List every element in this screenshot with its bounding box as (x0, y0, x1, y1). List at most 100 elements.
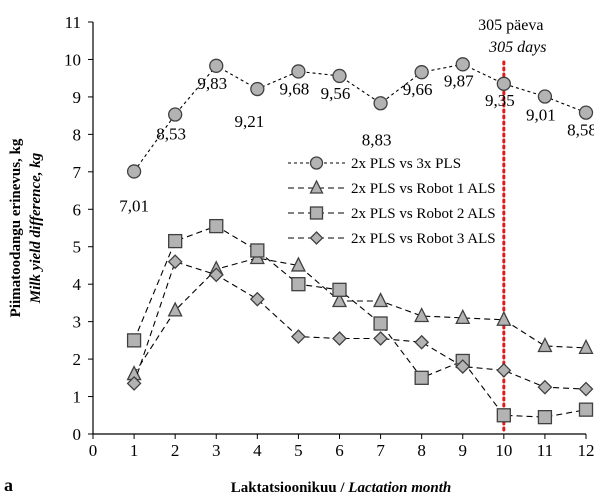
x-tick-label: 2 (171, 441, 180, 460)
y-axis-label: Piimatoodangu erinevus, kg (8, 138, 24, 317)
x-axis-label-main: Laktatsioonikuu / (231, 480, 349, 496)
data-point-diamond (414, 334, 430, 350)
series-3 (126, 218, 594, 425)
x-tick-label: 1 (130, 441, 139, 460)
x-axis-label-italic: Lactation month (347, 480, 451, 496)
data-label: 8,83 (362, 130, 392, 149)
legend-item-4: 2x PLS vs Robot 3 ALS (288, 231, 496, 247)
series-2 (126, 249, 594, 381)
legend-item-3: 2x PLS vs Robot 2 ALS (288, 206, 496, 222)
data-point-triangle (290, 256, 306, 272)
y-tick-label: 5 (73, 238, 82, 257)
annotation-305-days: 305 päeva 305 days (478, 17, 546, 436)
data-point-square (291, 277, 306, 292)
data-point-circle (373, 96, 388, 111)
data-point-diamond (332, 331, 347, 346)
legend-marker-square (309, 206, 324, 220)
data-label: 9,66 (403, 80, 433, 99)
x-tick-label: 11 (537, 441, 553, 460)
legend: 2x PLS vs 3x PLS 2x PLS vs Robot 1 ALS 2x … (288, 156, 496, 247)
y-tick-label: 8 (73, 125, 82, 144)
series-layer (126, 57, 594, 425)
series-4 (126, 254, 594, 397)
annotation-label: 305 päeva (478, 17, 543, 34)
data-point-square (332, 282, 347, 297)
legend-marker-circle (309, 156, 324, 170)
x-tick-label: 6 (335, 441, 344, 460)
series-line (133, 261, 587, 390)
data-point-diamond (126, 376, 142, 391)
data-point-square (168, 233, 183, 249)
x-tick-label: 12 (578, 441, 594, 460)
x-tick-label: 9 (459, 441, 468, 460)
data-label: 9,83 (197, 74, 227, 93)
data-point-triangle (578, 338, 594, 355)
x-tick-label: 7 (376, 441, 385, 460)
y-tick-label: 11 (65, 13, 81, 32)
data-point-square (414, 370, 429, 385)
data-label: 9,35 (485, 91, 515, 110)
series-line (133, 257, 587, 375)
data-point-diamond (455, 359, 471, 375)
data-point-square (126, 333, 142, 348)
data-point-diamond (496, 362, 512, 378)
annotation-label-italic: 305 days (488, 39, 546, 56)
data-point-square (537, 409, 553, 425)
data-label: 9,01 (526, 106, 556, 125)
data-point-circle (578, 105, 594, 120)
legend-marker-diamond (309, 231, 324, 245)
data-label: 8,58 (567, 121, 594, 140)
data-point-circle (414, 65, 429, 80)
x-tick-label: 0 (89, 441, 98, 460)
data-point-square (373, 316, 388, 331)
legend-label: 2x PLS vs Robot 2 ALS (351, 206, 496, 222)
data-point-square (209, 218, 224, 234)
data-point-diamond (167, 254, 183, 270)
data-point-diamond (249, 291, 265, 307)
data-point-triangle (414, 307, 430, 323)
y-tick-label: 4 (73, 275, 82, 294)
data-point-triangle (167, 301, 183, 317)
data-label: 9,21 (234, 112, 264, 131)
y-axis-label-italic: Milk yield difference, kg (28, 152, 44, 304)
y-tick-label: 3 (73, 313, 82, 332)
x-tick-label: 10 (495, 441, 512, 460)
x-tick-label: 8 (417, 441, 426, 460)
data-point-triangle (373, 292, 389, 308)
y-axis-label-italic-text: Milk yield difference, kg (28, 152, 44, 304)
data-label: 9,56 (321, 84, 351, 103)
data-labels: 7,01 8,53 9,83 9,21 9,68 9,56 8,83 9,66 9,87 9,35… (119, 71, 594, 215)
legend-label: 2x PLS vs 3x PLS (351, 156, 461, 172)
data-point-diamond (578, 381, 594, 397)
data-point-circle (332, 68, 347, 84)
y-tick-label: 9 (73, 88, 82, 107)
y-tick-label: 6 (73, 200, 82, 219)
data-point-circle (209, 58, 224, 73)
data-point-square (496, 408, 511, 423)
y-tick-label: 0 (73, 425, 82, 444)
data-point-circle (496, 76, 511, 91)
data-label: 9,87 (444, 71, 474, 90)
data-point-circle (455, 57, 470, 72)
data-point-diamond (537, 379, 553, 395)
data-point-circle (250, 81, 265, 97)
y-tick-label: 2 (73, 350, 82, 369)
data-point-circle (126, 164, 142, 179)
data-point-circle (537, 89, 553, 104)
y-axis-label-main: Piimatoodangu erinevus, kg (8, 138, 24, 317)
x-tick-label: 4 (253, 441, 262, 460)
series-line (133, 225, 587, 418)
data-point-diamond (290, 329, 306, 345)
data-point-diamond (208, 267, 224, 283)
x-tick-label: 3 (212, 441, 221, 460)
data-point-square (250, 243, 265, 258)
legend-label: 2x PLS vs Robot 1 ALS (351, 181, 496, 197)
data-point-triangle (455, 308, 471, 325)
y-tick-label: 7 (73, 163, 82, 182)
data-point-triangle (496, 310, 512, 326)
data-point-triangle (331, 292, 348, 308)
y-tick-label: 1 (73, 388, 82, 407)
x-tick-label: 5 (294, 441, 303, 460)
legend-item-2: 2x PLS vs Robot 1 ALS (288, 179, 496, 197)
